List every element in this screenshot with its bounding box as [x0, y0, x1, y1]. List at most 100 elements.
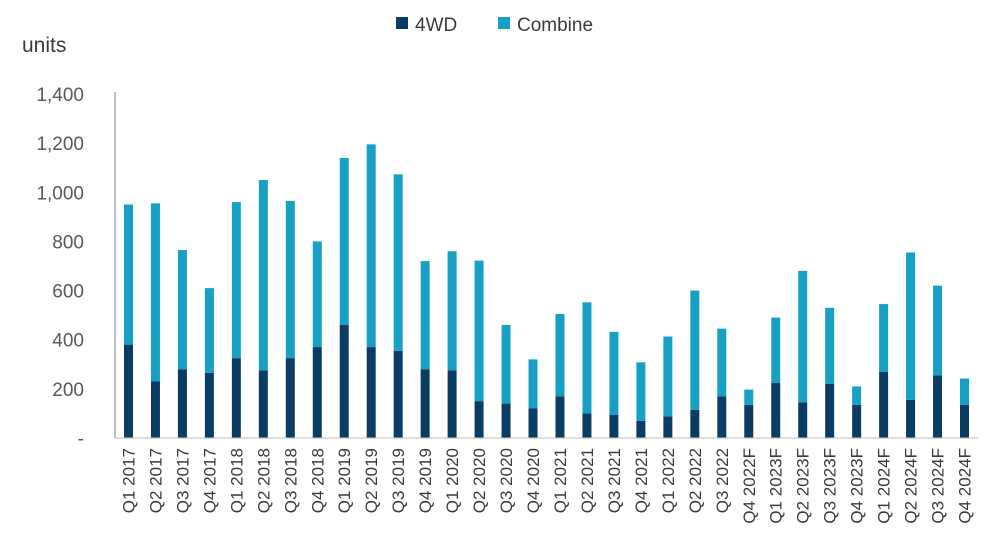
y-axis: - 200 400 600 800 1,000 1,200 1,400 [36, 85, 116, 450]
x-tick-label: Q4 2023F [848, 448, 867, 524]
x-tick-label: Q1 2019 [335, 448, 354, 513]
x-tick-label: Q3 2018 [281, 448, 300, 513]
x-tick-label: Q1 2022 [659, 448, 678, 513]
x-tick-label: Q3 2024F [929, 448, 948, 524]
bar-combine [663, 336, 673, 417]
bar-combine [312, 241, 322, 348]
x-tick-label: Q3 2022 [713, 448, 732, 513]
bar-4wd [150, 381, 160, 438]
x-tick-label: Q1 2017 [119, 448, 138, 513]
x-tick-label: Q2 2021 [578, 448, 597, 513]
bar-4wd [339, 324, 349, 438]
x-tick-label: Q4 2018 [308, 448, 327, 513]
bar-4wd [960, 404, 970, 438]
bar-combine [798, 270, 808, 403]
bar-combine [960, 378, 970, 405]
bar-4wd [312, 347, 322, 438]
y-tick-label: 1,400 [36, 85, 84, 106]
legend-swatch [498, 17, 510, 29]
bar-4wd [744, 404, 754, 438]
bar-4wd [906, 399, 916, 438]
bar-4wd [366, 347, 376, 438]
x-tick-label: Q3 2020 [497, 448, 516, 513]
bar-4wd [177, 369, 187, 438]
x-tick-label: Q1 2023F [767, 448, 786, 524]
x-tick-label: Q2 2017 [146, 448, 165, 513]
bar-combine [339, 157, 349, 325]
bar-4wd [555, 396, 565, 438]
bar-4wd [636, 420, 646, 438]
x-tick-label: Q1 2021 [551, 448, 570, 513]
bar-combine [150, 203, 160, 382]
x-tick-label: Q3 2021 [605, 448, 624, 513]
x-tick-label: Q1 2018 [227, 448, 246, 513]
bar-combine [717, 328, 727, 397]
bar-4wd [528, 408, 538, 438]
y-tick-label: 600 [52, 282, 84, 303]
x-tick-label: Q4 2019 [416, 448, 435, 513]
bar-combine [393, 174, 403, 351]
bars [123, 144, 970, 438]
bar-combine [609, 331, 619, 415]
x-tick-label: Q4 2017 [200, 448, 219, 513]
bar-4wd [879, 371, 889, 438]
bar-combine [474, 260, 484, 402]
y-tick-label: 1,200 [36, 134, 84, 155]
bar-combine [501, 324, 511, 404]
bar-4wd [393, 350, 403, 438]
bar-4wd [204, 372, 214, 438]
y-tick-label: - [78, 429, 84, 450]
bar-combine [852, 386, 862, 405]
bar-combine [933, 285, 943, 376]
bar-4wd [582, 413, 592, 438]
bar-combine [177, 250, 187, 370]
bar-combine [906, 252, 916, 400]
bar-4wd [501, 403, 511, 438]
x-tick-label: Q1 2020 [443, 448, 462, 513]
bar-combine [204, 288, 214, 373]
x-tick-label: Q2 2020 [470, 448, 489, 513]
bar-4wd [609, 414, 619, 438]
bar-combine [447, 251, 457, 371]
bar-combine [366, 144, 376, 348]
x-tick-label: Q3 2017 [173, 448, 192, 513]
bar-4wd [852, 404, 862, 438]
legend-label: Combine [517, 15, 593, 36]
x-axis: Q1 2017 Q2 2017 Q3 2017 Q4 2017 Q1 2018 Q2 20… [115, 437, 978, 524]
x-tick-label: Q4 2020 [524, 448, 543, 513]
bar-combine [879, 304, 889, 372]
bar-combine [420, 261, 430, 370]
bar-combine [690, 290, 700, 410]
bar-4wd [717, 396, 727, 438]
legend: 4WD Combine [396, 15, 593, 36]
bar-combine [636, 362, 646, 421]
x-tick-label: Q2 2018 [254, 448, 273, 513]
x-tick-label: Q2 2019 [362, 448, 381, 513]
x-tick-label: Q4 2022F [740, 448, 759, 524]
y-tick-label: 400 [52, 331, 84, 352]
bar-combine [285, 200, 295, 359]
bar-combine [744, 389, 754, 405]
bar-combine [258, 180, 268, 371]
x-tick-label: Q4 2021 [632, 448, 651, 513]
legend-swatch [396, 17, 408, 29]
bar-4wd [825, 383, 835, 438]
bar-4wd [933, 375, 943, 438]
x-tick-label: Q3 2019 [389, 448, 408, 513]
bar-4wd [420, 369, 430, 438]
bar-4wd [690, 409, 700, 438]
x-tick-label: Q2 2024F [902, 448, 921, 524]
x-tick-label: Q1 2024F [875, 448, 894, 524]
bar-4wd [663, 416, 673, 438]
x-tick-label: Q2 2022 [686, 448, 705, 513]
bar-4wd [123, 344, 133, 438]
legend-label: 4WD [415, 15, 457, 36]
bar-4wd [474, 401, 484, 438]
y-tick-label: 200 [52, 380, 84, 401]
y-tick-label: 800 [52, 232, 84, 253]
x-tick-label: Q3 2023F [821, 448, 840, 524]
bar-combine [528, 359, 538, 409]
bar-4wd [231, 358, 241, 438]
x-tick-label: Q2 2023F [794, 448, 813, 524]
